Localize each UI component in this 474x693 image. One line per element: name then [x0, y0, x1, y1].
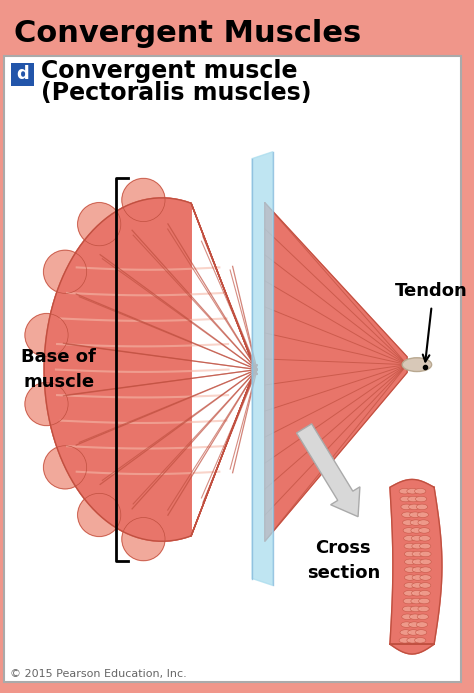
Ellipse shape [412, 559, 423, 565]
Ellipse shape [403, 598, 414, 604]
Ellipse shape [412, 583, 423, 588]
Ellipse shape [402, 358, 432, 371]
Ellipse shape [407, 638, 418, 643]
Ellipse shape [410, 614, 421, 620]
Ellipse shape [401, 504, 412, 509]
Ellipse shape [418, 520, 429, 525]
Ellipse shape [404, 551, 416, 556]
Ellipse shape [415, 489, 426, 494]
Ellipse shape [420, 574, 431, 580]
Ellipse shape [415, 638, 426, 643]
Circle shape [78, 493, 121, 536]
Ellipse shape [412, 543, 423, 549]
Ellipse shape [411, 598, 422, 604]
Text: Base of
muscle: Base of muscle [21, 348, 96, 391]
Ellipse shape [410, 512, 421, 518]
Ellipse shape [408, 630, 419, 635]
Ellipse shape [402, 614, 413, 620]
Ellipse shape [403, 527, 414, 533]
Ellipse shape [407, 489, 418, 494]
Ellipse shape [404, 567, 416, 572]
Circle shape [25, 313, 68, 357]
Ellipse shape [419, 527, 430, 533]
Ellipse shape [412, 574, 423, 580]
Ellipse shape [420, 559, 431, 565]
Ellipse shape [399, 638, 410, 643]
Polygon shape [44, 198, 257, 541]
Ellipse shape [410, 606, 421, 612]
Circle shape [44, 250, 87, 293]
Polygon shape [390, 480, 442, 654]
Ellipse shape [411, 527, 422, 533]
Ellipse shape [404, 536, 415, 541]
Text: Cross
section: Cross section [307, 539, 380, 582]
Ellipse shape [419, 598, 430, 604]
Ellipse shape [420, 551, 431, 556]
Ellipse shape [419, 583, 431, 588]
Text: Convergent Muscles: Convergent Muscles [14, 19, 361, 48]
Ellipse shape [409, 504, 420, 509]
Text: Tendon: Tendon [395, 282, 468, 300]
Ellipse shape [418, 606, 429, 612]
Ellipse shape [416, 496, 427, 502]
FancyArrow shape [297, 424, 360, 517]
Ellipse shape [404, 543, 415, 549]
Text: (Pectoralis muscles): (Pectoralis muscles) [41, 81, 312, 105]
Polygon shape [252, 152, 273, 586]
Polygon shape [44, 198, 257, 541]
Ellipse shape [416, 622, 428, 627]
Ellipse shape [401, 622, 412, 627]
Ellipse shape [404, 559, 416, 565]
Circle shape [78, 202, 121, 246]
Ellipse shape [399, 489, 410, 494]
Ellipse shape [409, 622, 420, 627]
Circle shape [25, 383, 68, 426]
Bar [0, 7, 465, 55]
Text: © 2015 Pearson Education, Inc.: © 2015 Pearson Education, Inc. [10, 669, 187, 678]
Ellipse shape [412, 551, 423, 556]
Ellipse shape [417, 512, 428, 518]
Ellipse shape [420, 567, 431, 572]
Ellipse shape [410, 520, 421, 525]
Ellipse shape [412, 567, 423, 572]
Circle shape [122, 518, 165, 561]
Ellipse shape [404, 583, 415, 588]
Ellipse shape [419, 590, 430, 596]
Ellipse shape [419, 543, 431, 549]
Circle shape [122, 178, 165, 222]
Text: d: d [16, 65, 29, 83]
Ellipse shape [402, 520, 414, 525]
Ellipse shape [417, 614, 428, 620]
Ellipse shape [419, 536, 430, 541]
Ellipse shape [416, 630, 427, 635]
Circle shape [44, 446, 87, 489]
Polygon shape [265, 203, 407, 541]
Ellipse shape [400, 496, 411, 502]
Bar [11, 62, 34, 86]
Ellipse shape [402, 606, 414, 612]
Ellipse shape [404, 590, 415, 596]
Ellipse shape [411, 590, 423, 596]
Ellipse shape [400, 630, 411, 635]
Ellipse shape [411, 536, 423, 541]
Text: Convergent muscle: Convergent muscle [41, 60, 298, 83]
Ellipse shape [416, 504, 428, 509]
Ellipse shape [402, 512, 413, 518]
Ellipse shape [404, 574, 416, 580]
Ellipse shape [408, 496, 419, 502]
